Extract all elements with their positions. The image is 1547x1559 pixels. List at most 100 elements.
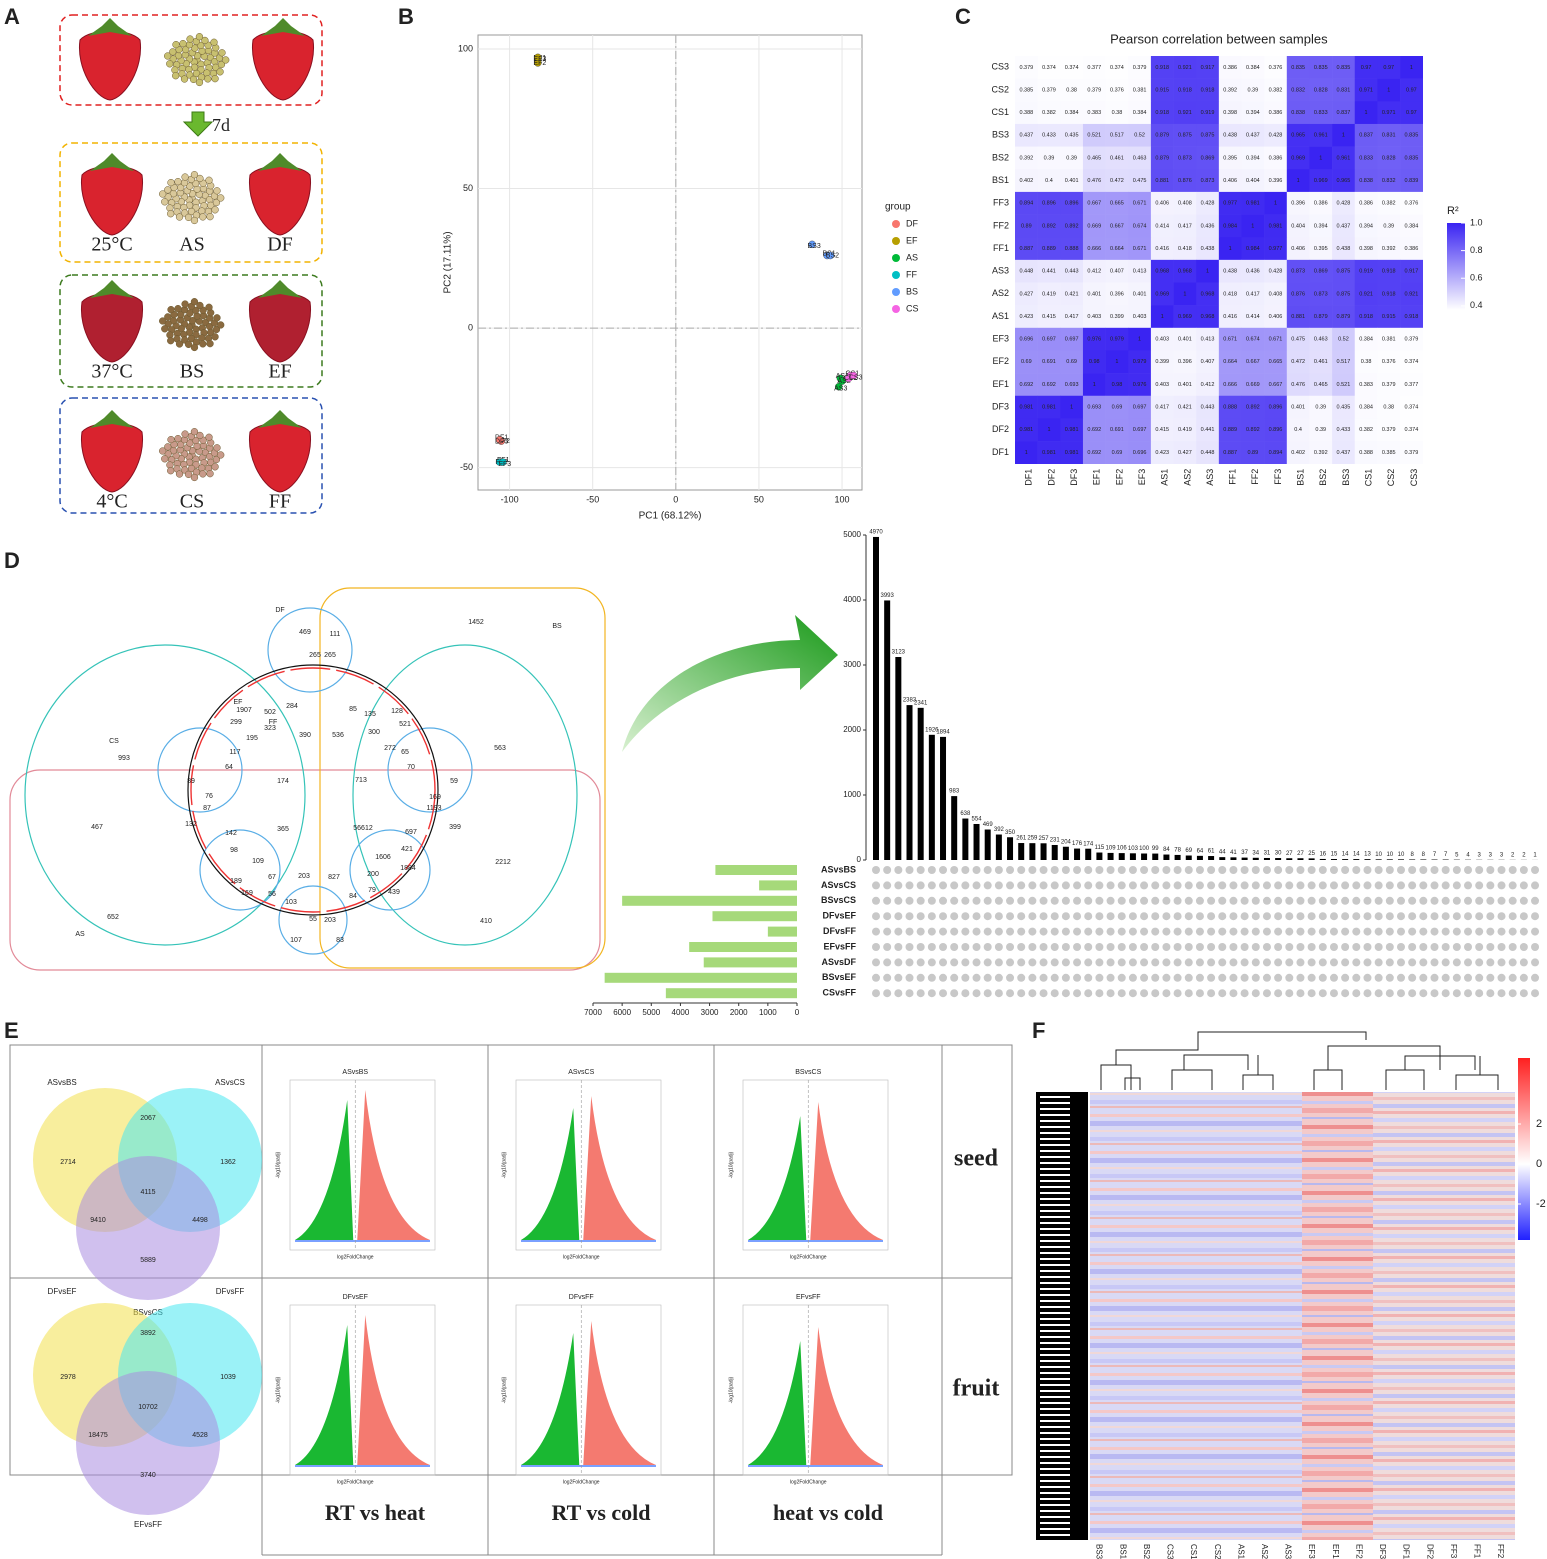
cell [1309, 395, 1333, 419]
cell-label: 0.407 [1110, 269, 1124, 275]
legend-tick-label: 0.6 [1470, 273, 1483, 283]
cell [1241, 191, 1265, 215]
matrix-dot [1251, 943, 1260, 951]
matrix-dot [961, 896, 970, 905]
matrix-dot [961, 958, 970, 967]
cell-label: 0.443 [1065, 269, 1079, 275]
cell [1150, 282, 1174, 306]
venn-count: 79 [368, 887, 376, 894]
cell-label: 0.879 [1155, 155, 1169, 161]
legend-marker [892, 271, 900, 279]
matrix-dot [883, 958, 892, 967]
value-label: 25 [1308, 851, 1315, 857]
down-cloud [295, 1325, 354, 1465]
seed [167, 467, 175, 475]
cell-label: 0.674 [1133, 223, 1147, 229]
matrix-dot [1028, 989, 1037, 998]
cell-label: 0.379 [1404, 337, 1418, 343]
cell-label: 0.379 [1042, 87, 1056, 93]
bar [1141, 853, 1148, 860]
cell-label: 0.383 [1359, 382, 1373, 388]
panel-label: B [398, 4, 414, 29]
cell [1241, 373, 1265, 397]
bar [1085, 848, 1092, 860]
cell-label: 0.404 [1291, 223, 1305, 229]
matrix-dot [1363, 973, 1372, 982]
cell-label: 0.918 [1404, 314, 1418, 320]
matrix-dot [1452, 973, 1461, 982]
cell [1241, 237, 1265, 261]
matrix-dot [1229, 973, 1238, 982]
cell-label: 0.394 [1246, 155, 1260, 161]
matrix-dot [1017, 896, 1026, 905]
bar [1386, 859, 1393, 860]
cell [1400, 373, 1423, 397]
cell [1128, 373, 1152, 397]
matrix-dot [1486, 866, 1495, 874]
matrix-dot [1486, 989, 1495, 998]
matrix-dot [883, 896, 892, 905]
y-axis-label: -log10(padj) [275, 1376, 281, 1403]
cell-label: 0.521 [1087, 133, 1101, 139]
cell [1150, 56, 1174, 79]
cell-label: 0.438 [1223, 269, 1237, 275]
matrix-dot [1329, 958, 1338, 967]
up-cloud [583, 1096, 656, 1240]
matrix-dot [939, 896, 948, 905]
matrix-dot [972, 927, 981, 936]
point-label: BS2 [826, 252, 839, 259]
heatmap-texture [1090, 1092, 1302, 1540]
matrix-dot [1006, 912, 1015, 921]
venn-count: 4528 [192, 1432, 208, 1439]
matrix-dot [1140, 881, 1149, 890]
matrix-dot [1028, 896, 1037, 905]
cell-label: 1 [1387, 87, 1390, 93]
cell-label: 1 [1274, 201, 1277, 207]
calyx [258, 153, 302, 171]
matrix-dot [983, 958, 992, 967]
matrix-dot [905, 958, 914, 967]
bar [951, 796, 958, 860]
cell [1332, 78, 1356, 102]
matrix-dot [1341, 958, 1350, 967]
cell [1377, 350, 1401, 374]
cell-label: 0.887 [1019, 246, 1033, 252]
seed [164, 186, 172, 194]
cell-label: 0.915 [1155, 87, 1169, 93]
cell-label: 0.475 [1133, 178, 1147, 184]
venn-count: 67 [268, 874, 276, 881]
cell-label: 0.875 [1337, 269, 1351, 275]
x-tick-label: AS2 [1182, 469, 1192, 486]
cell [1354, 350, 1378, 374]
cell [1082, 191, 1106, 215]
matrix-dot [1475, 943, 1484, 951]
matrix-dot [1531, 943, 1540, 951]
seed [167, 435, 175, 444]
cell [1015, 418, 1038, 442]
seed [161, 198, 169, 206]
matrix-dot [1195, 927, 1204, 936]
cell-label: 0.671 [1223, 337, 1237, 343]
matrix-dot [1195, 896, 1204, 905]
venn-set-label: DFvsFF [216, 1287, 245, 1296]
bar [1397, 859, 1404, 860]
matrix-dot [1117, 912, 1126, 921]
value-label: 34 [1252, 850, 1259, 856]
matrix-dot [961, 927, 970, 936]
cell-label: 0.969 [1155, 291, 1169, 297]
cell [1105, 395, 1129, 419]
cell [1037, 123, 1061, 147]
matrix-dot [1106, 927, 1115, 936]
matrix-dot [1430, 958, 1439, 967]
matrix-dot [872, 973, 880, 982]
venn-count: 84 [349, 893, 357, 900]
matrix-dot [1352, 958, 1361, 967]
matrix-dot [961, 881, 970, 890]
venn-count: 365 [277, 826, 289, 833]
matrix-dot [1218, 943, 1227, 951]
matrix-dot [916, 989, 925, 998]
cell-label: 0.876 [1178, 178, 1192, 184]
matrix-dot [1251, 896, 1260, 905]
cell-label: 0.461 [1110, 155, 1124, 161]
cell-label: 0.52 [1134, 133, 1145, 139]
